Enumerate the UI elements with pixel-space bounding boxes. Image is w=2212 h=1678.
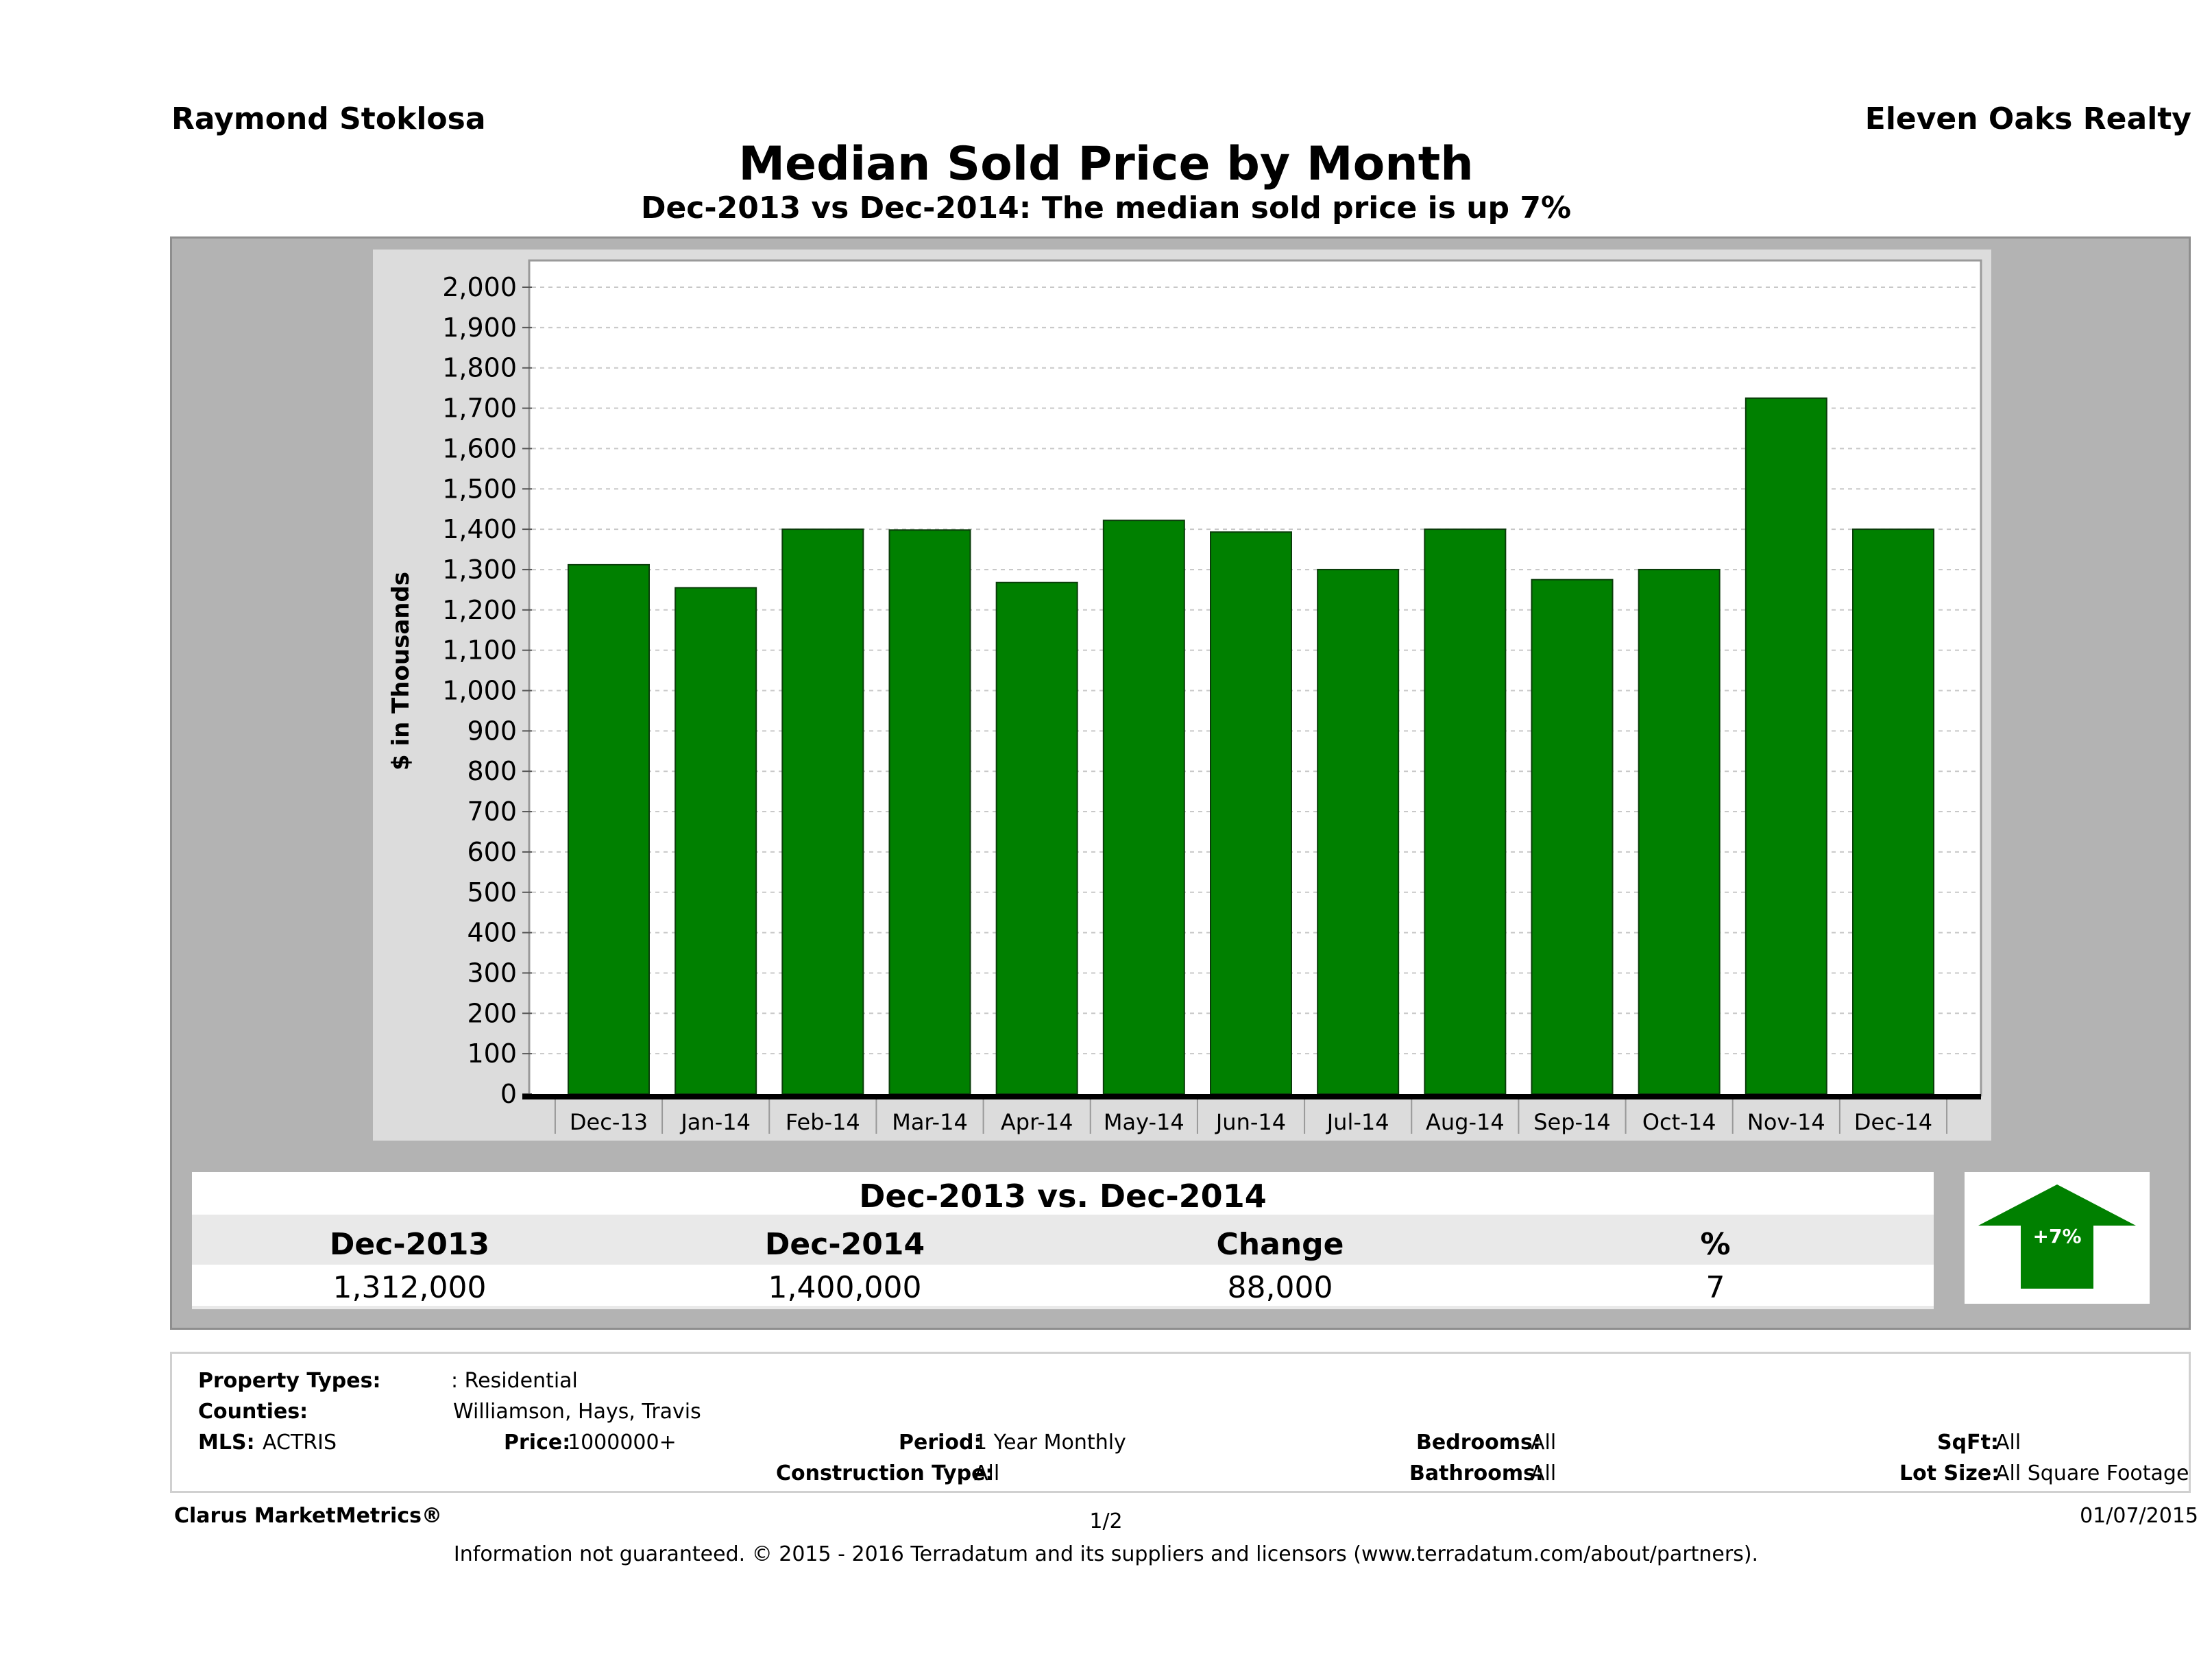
header-percent: % [1700,1227,1731,1262]
x-tick-label: May-14 [1104,1109,1184,1135]
comparison-title: Dec-2013 vs. Dec-2014 [859,1178,1267,1215]
bathrooms-label: Bathrooms: [1409,1461,1544,1485]
header-dec-2013: Dec-2013 [329,1227,490,1262]
chart-subtitle: Dec-2013 vs Dec-2014: The median sold pr… [640,191,1572,226]
y-tick-label: 1,500 [442,474,517,504]
value-dec-2014: 1,400,000 [768,1270,922,1305]
y-tick-label: 1,400 [442,514,517,544]
change-badge-label: +7% [2033,1225,2082,1248]
x-tick-label: Nov-14 [1747,1109,1825,1135]
lot-size-label: Lot Size: [1899,1461,2000,1485]
bedrooms-value: All [1531,1431,1557,1455]
y-tick-label: 700 [467,797,517,827]
bar-mar-14 [888,529,971,1095]
brand-name: Clarus MarketMetrics® [174,1504,442,1528]
comparison-title-row: Dec-2013 vs. Dec-2014 [192,1172,1934,1215]
x-tick-label: Oct-14 [1642,1109,1716,1135]
bedrooms-label: Bedrooms: [1416,1431,1541,1455]
y-tick-label: 100 [467,1038,517,1069]
bar-nov-14 [1745,397,1827,1095]
y-axis-ticks: 0 100 200 300 400 500 600 700 800 900 1,000 1,100 1,… [442,272,532,1109]
price-value: 1000000+ [568,1431,677,1455]
y-tick-label: 400 [467,918,517,948]
bar-chart: 0 100 200 300 400 500 600 700 800 900 1,000 1,100 1,… [387,259,1982,1135]
y-tick-label: 0 [500,1079,517,1109]
comparison-value-row: 1,312,000 1,400,000 88,000 7 [192,1265,1934,1306]
period-label: Period: [899,1431,982,1455]
header-change: Change [1216,1227,1344,1262]
property-types-value: : Residential [451,1369,578,1393]
bar-jan-14 [674,587,757,1095]
disclaimer: Information not guaranteed. © 2015 - 201… [453,1542,1759,1566]
bar-aug-14 [1424,528,1507,1095]
sqft-label: SqFt: [1937,1431,1999,1455]
x-tick-label: Jul-14 [1326,1109,1389,1135]
x-tick-label: Sep-14 [1533,1109,1611,1135]
y-tick-label: 1,000 [442,676,517,706]
y-tick-label: 1,100 [442,635,517,666]
y-tick-label: 1,200 [442,595,517,625]
bar-dec-14 [1852,528,1934,1095]
bar-jun-14 [1210,531,1292,1095]
x-tick-label: Apr-14 [1001,1109,1073,1135]
brokerage-name: Eleven Oaks Realty [1864,101,2191,136]
x-tick-label: Dec-13 [570,1109,648,1135]
counties-value: Williamson, Hays, Travis [453,1400,701,1424]
x-tick-label: Aug-14 [1426,1109,1505,1135]
value-change: 88,000 [1227,1270,1333,1305]
mls-label: MLS: [198,1431,255,1455]
bathrooms-value: All [1531,1461,1557,1485]
up-arrow-icon [1978,1184,2136,1289]
search-criteria: Property Types: : Residential Counties: … [170,1352,2191,1493]
value-percent: 7 [1705,1270,1725,1305]
y-tick-label: 1,700 [442,393,517,424]
x-axis-ticks: Dec-13 Jan-14 Feb-14 Mar-14 Apr-14 May-14 Jun-… [522,1094,1981,1135]
x-tick-label: Feb-14 [786,1109,860,1135]
comparison-table: Dec-2013 vs. Dec-2014 Dec-2013 Dec-2014 … [192,1172,1934,1309]
counties-label: Counties: [198,1400,308,1424]
chart-title: Median Sold Price by Month [738,137,1474,191]
y-tick-label: 300 [467,958,517,988]
bars [568,397,1934,1095]
mls-value: ACTRIS [263,1431,337,1455]
value-dec-2013: 1,312,000 [332,1270,487,1305]
period-value: 1 Year Monthly [974,1431,1126,1455]
y-axis-label: $ in Thousands [387,572,415,770]
sqft-value: All [1995,1431,2021,1455]
x-tick-label: Jun-14 [1215,1109,1286,1135]
x-tick-label: Jan-14 [679,1109,751,1135]
x-tick-label: Dec-14 [1854,1109,1932,1135]
x-tick-label: Mar-14 [892,1109,968,1135]
y-tick-label: 2,000 [442,272,517,302]
bar-oct-14 [1638,568,1721,1095]
header-dec-2014: Dec-2014 [764,1227,925,1262]
bar-sep-14 [1531,579,1614,1095]
bar-jul-14 [1317,568,1400,1095]
y-tick-label: 1,900 [442,313,517,343]
bar-apr-14 [995,581,1078,1095]
y-tick-label: 900 [467,716,517,746]
gridlines [532,287,1978,1055]
agent-name: Raymond Stoklosa [171,101,486,136]
y-tick-label: 200 [467,998,517,1028]
comparison-header-row: Dec-2013 Dec-2014 Change % [192,1221,1934,1262]
change-badge: +7% [1965,1172,2150,1304]
property-types-label: Property Types: [198,1369,381,1393]
y-tick-label: 1,300 [442,555,517,585]
y-tick-label: 500 [467,877,517,908]
bar-feb-14 [781,528,864,1095]
lot-size-value: All Square Footage [1995,1461,2189,1485]
construction-label: Construction Type: [776,1461,994,1485]
y-tick-label: 600 [467,837,517,867]
y-tick-label: 1,600 [442,433,517,463]
y-tick-label: 1,800 [442,353,517,383]
page-number: 1/2 [1089,1509,1123,1533]
bar-dec-13 [568,563,650,1095]
report-date: 01/07/2015 [2080,1504,2198,1528]
y-tick-label: 800 [467,756,517,786]
bar-may-14 [1102,520,1185,1095]
construction-value: All [974,1461,1000,1485]
price-label: Price: [504,1431,571,1455]
